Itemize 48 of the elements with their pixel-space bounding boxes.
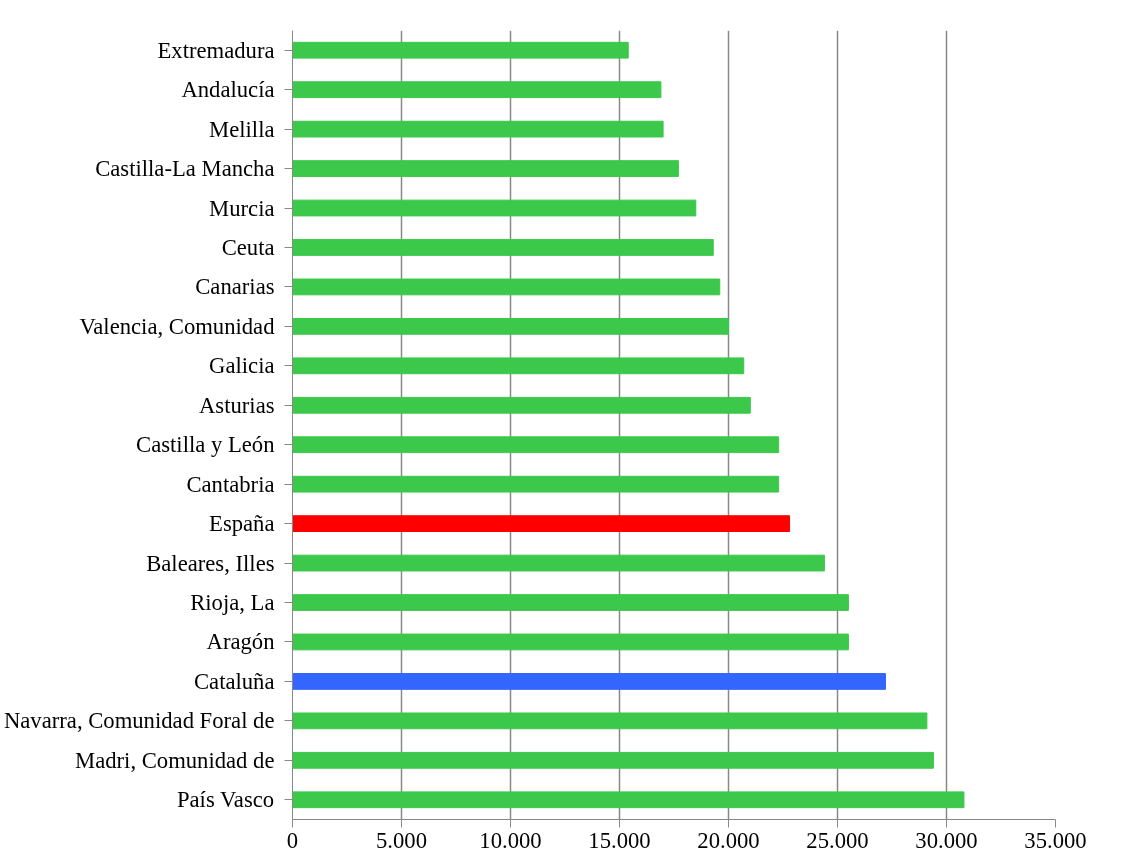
y-tick-label: Castilla y León bbox=[136, 432, 275, 458]
x-tick-label: 0 bbox=[286, 827, 299, 853]
bar bbox=[292, 396, 751, 414]
y-tick-label: Castilla-La Mancha bbox=[95, 156, 275, 182]
bar bbox=[292, 120, 664, 138]
y-tick-label: Melilla bbox=[209, 116, 275, 142]
y-tick-label: Galicia bbox=[209, 353, 275, 379]
bar bbox=[292, 160, 679, 177]
y-tick-label: Cantabria bbox=[186, 471, 275, 497]
bar bbox=[292, 357, 745, 375]
y-tick-label: Andalucía bbox=[181, 77, 275, 103]
x-tick-label: 15.000 bbox=[588, 827, 651, 853]
bar bbox=[292, 791, 965, 809]
x-tick-label: 35.000 bbox=[1024, 827, 1087, 853]
x-tick-label: 5.000 bbox=[376, 827, 427, 853]
x-tick-label: 30.000 bbox=[915, 827, 978, 853]
bar bbox=[292, 436, 780, 454]
bar bbox=[292, 515, 791, 533]
bar bbox=[292, 554, 825, 572]
x-tick-label: 25.000 bbox=[806, 827, 869, 853]
bar bbox=[292, 199, 697, 217]
bar bbox=[292, 633, 849, 651]
x-tick-label: 20.000 bbox=[697, 827, 760, 853]
y-tick-label: Murcia bbox=[209, 195, 275, 221]
y-tick-label: Navarra, Comunidad Foral de bbox=[3, 708, 275, 734]
y-tick-label: Baleares, Illes bbox=[146, 550, 275, 576]
y-tick-label: Aragón bbox=[206, 629, 275, 655]
y-tick-label: Extremadura bbox=[157, 37, 275, 63]
bar bbox=[292, 673, 886, 690]
bar bbox=[292, 81, 662, 99]
bar bbox=[292, 475, 780, 493]
bar bbox=[292, 41, 629, 59]
bar bbox=[292, 594, 849, 611]
y-tick-label: Asturias bbox=[198, 392, 275, 418]
x-tick-label: 10.000 bbox=[479, 827, 542, 853]
y-tick-label: Valencia, Comunidad bbox=[79, 313, 276, 339]
bar bbox=[292, 317, 729, 335]
y-tick-label: España bbox=[209, 511, 275, 537]
y-tick-label: Rioja, La bbox=[190, 590, 275, 616]
y-tick-label: Madri, Comunidad de bbox=[75, 747, 275, 773]
y-tick-label: País Vasco bbox=[176, 787, 275, 813]
y-tick-label: Ceuta bbox=[221, 234, 275, 260]
y-tick-label: Canarias bbox=[195, 274, 275, 300]
bar bbox=[292, 712, 928, 730]
bar bbox=[292, 239, 714, 256]
bar bbox=[292, 278, 721, 296]
y-tick-label: Cataluña bbox=[193, 668, 275, 694]
bar bbox=[292, 751, 934, 769]
